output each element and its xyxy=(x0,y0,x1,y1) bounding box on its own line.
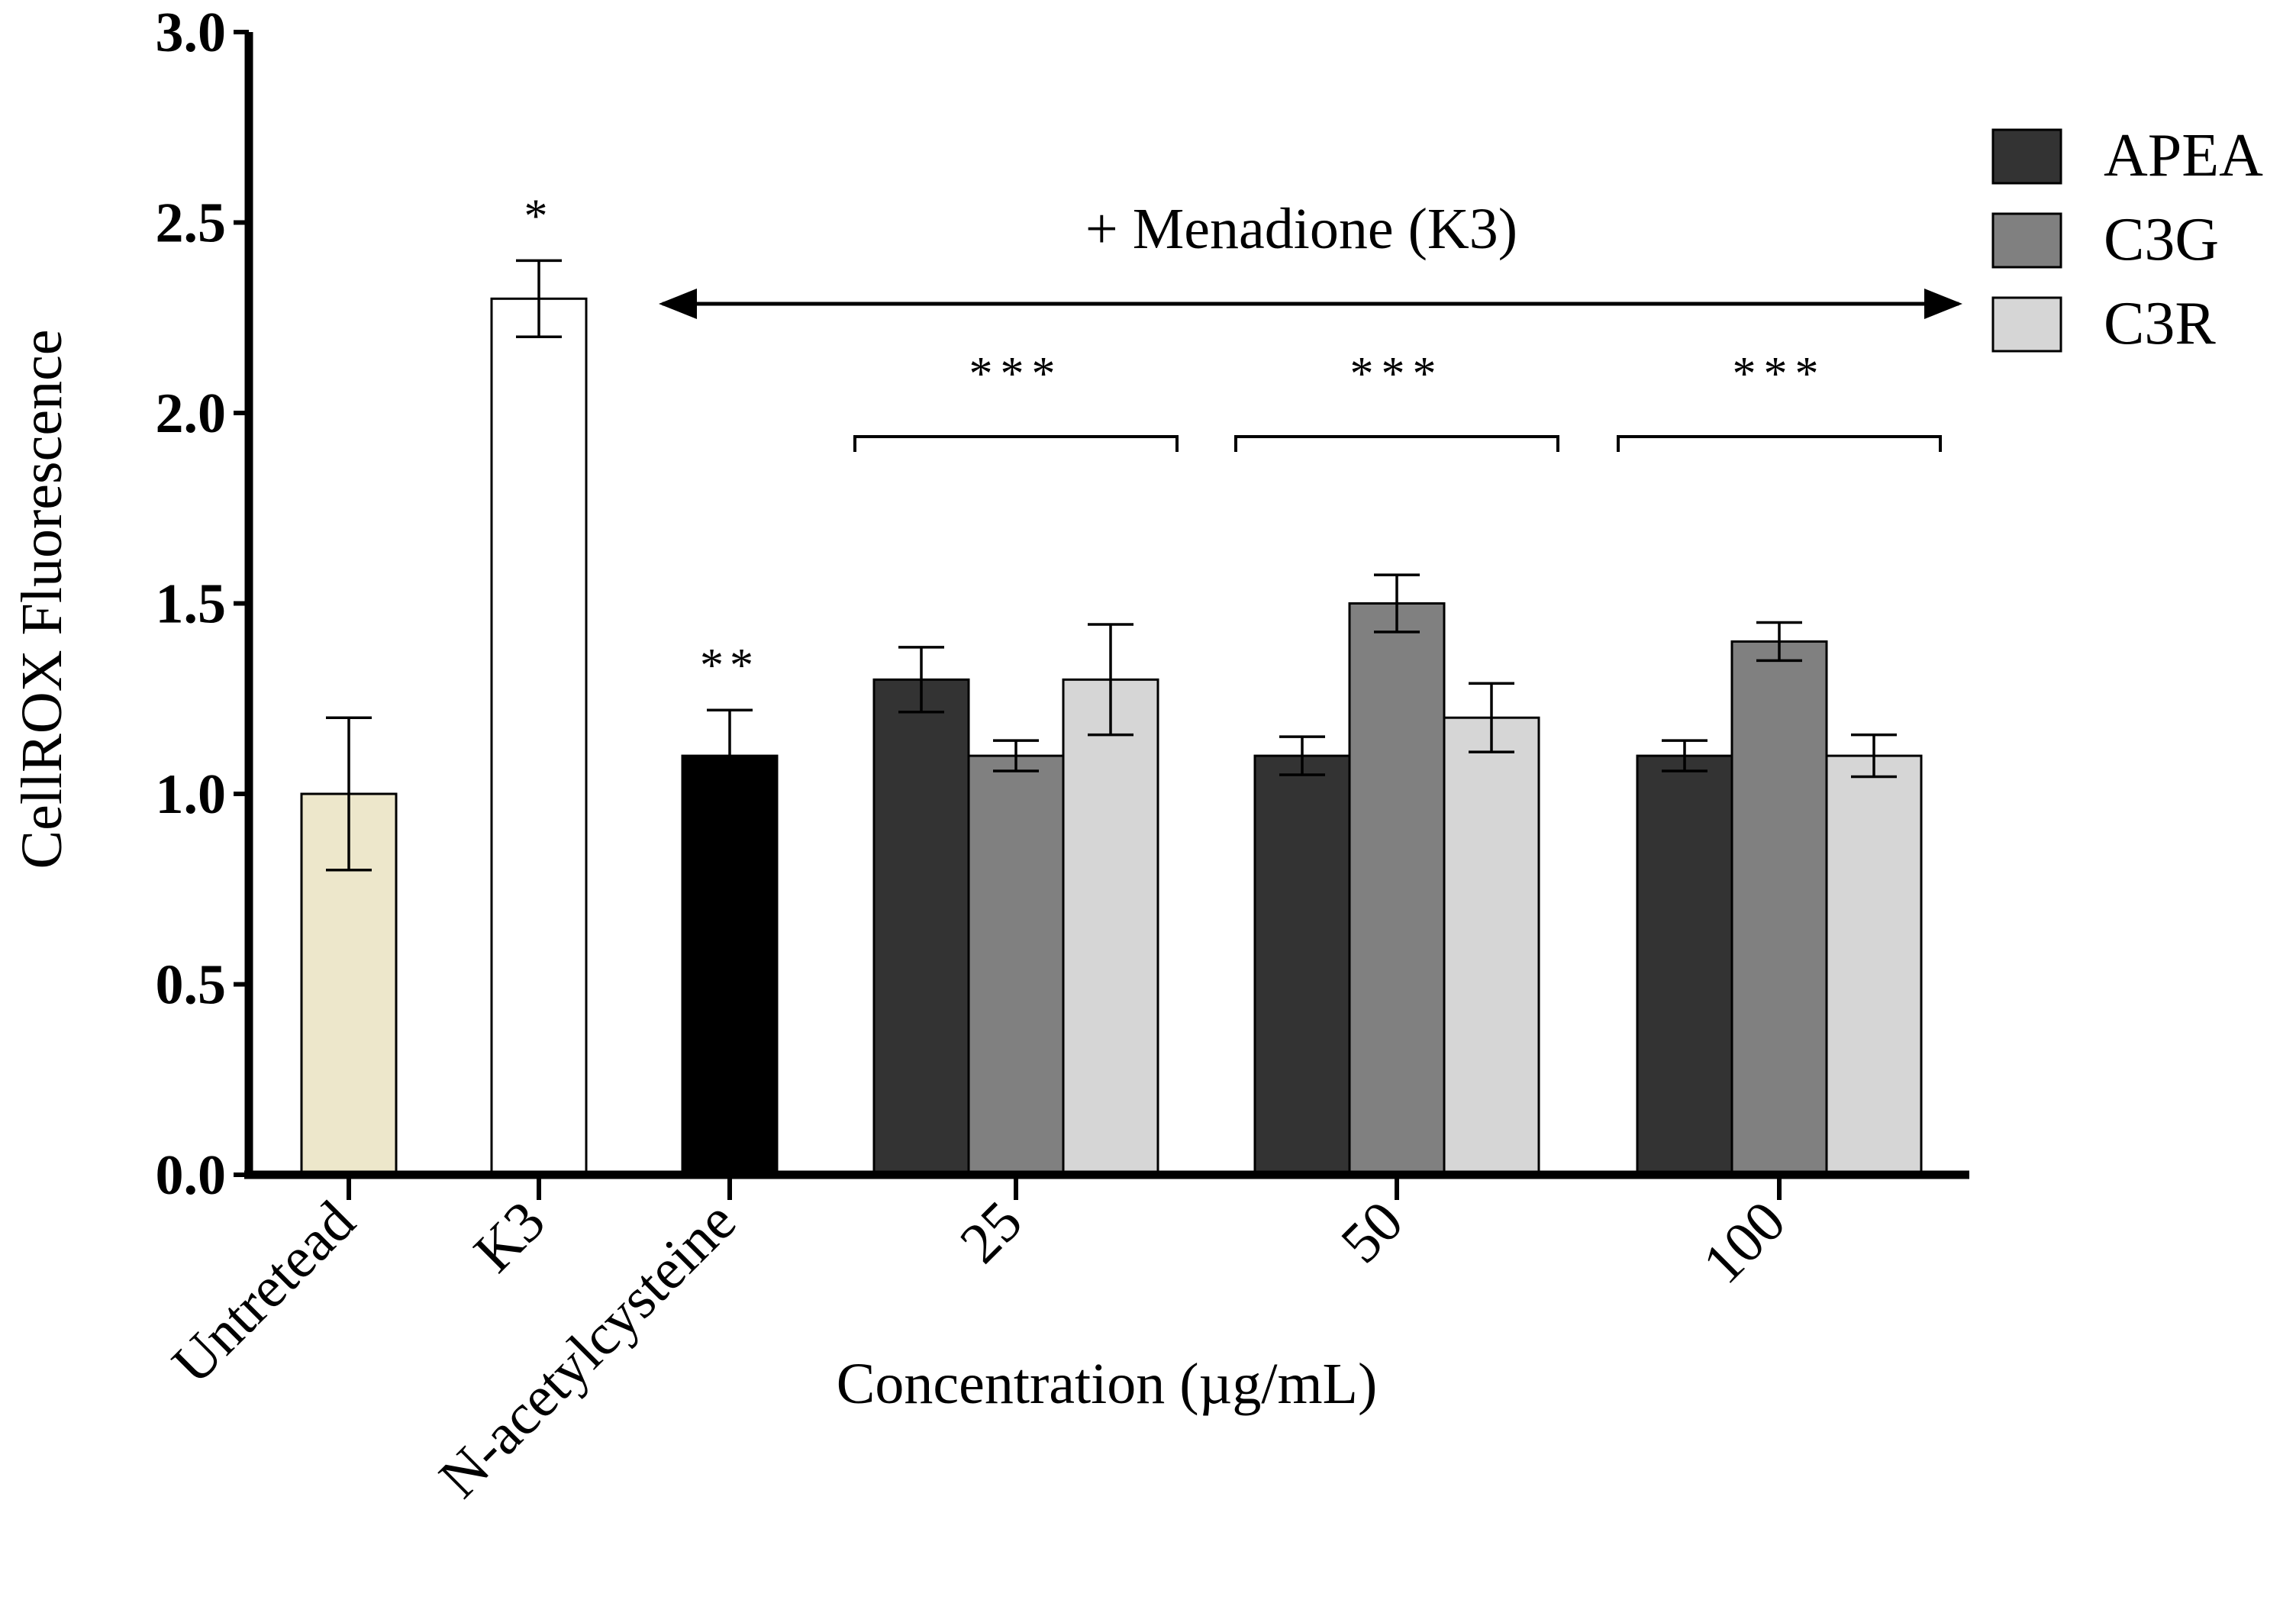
y-tick-label: 2.0 xyxy=(156,382,227,445)
bar-c3r-100 xyxy=(1825,754,1923,1176)
significance-label: ** xyxy=(700,640,759,692)
bar-k3 xyxy=(490,297,588,1176)
legend-swatch-apea xyxy=(1991,128,2062,185)
bar-n-acetylcysteine xyxy=(681,754,779,1176)
legend-label-c3r: C3R xyxy=(2104,290,2216,357)
y-tick-label: 0.0 xyxy=(156,1144,227,1207)
legend-swatch-c3g xyxy=(1991,212,2062,269)
x-tick-label: K3 xyxy=(462,1189,557,1285)
significance-label: *** xyxy=(969,348,1063,400)
significance-label: * xyxy=(524,190,554,242)
bar-c3g-25 xyxy=(967,754,1065,1176)
bar-apea-100 xyxy=(1636,754,1733,1176)
x-tick-label: 50 xyxy=(1329,1189,1415,1276)
significance-label: *** xyxy=(1733,348,1827,400)
significance-bracket xyxy=(853,435,1179,452)
legend-label-c3g: C3G xyxy=(2104,206,2219,273)
legend-label-apea: APEA xyxy=(2104,122,2263,189)
bar-apea-25 xyxy=(872,678,970,1176)
y-tick-label: 1.5 xyxy=(156,573,227,636)
significance-bracket xyxy=(1617,435,1942,452)
x-axis-label: Concentration (µg/mL) xyxy=(837,1352,1378,1416)
y-axis-label: CellROX Fluorescence xyxy=(10,329,74,869)
menadione-label: + Menadione (K3) xyxy=(1085,197,1517,261)
y-tick-label: 1.0 xyxy=(156,763,227,826)
y-tick-label: 2.5 xyxy=(156,192,227,255)
legend-swatch-c3r xyxy=(1991,296,2062,353)
bar-c3g-50 xyxy=(1348,602,1446,1176)
bar-c3r-25 xyxy=(1062,678,1159,1176)
x-tick-label: 25 xyxy=(948,1189,1034,1276)
significance-label: *** xyxy=(1350,348,1444,400)
bar-apea-50 xyxy=(1253,754,1351,1176)
significance-bracket xyxy=(1234,435,1559,452)
bar-c3r-50 xyxy=(1443,716,1540,1176)
y-tick-label: 0.5 xyxy=(156,954,227,1017)
bar-c3g-100 xyxy=(1730,640,1828,1176)
x-tick-label: 100 xyxy=(1691,1189,1798,1296)
x-tick-label: Untretead xyxy=(160,1189,367,1396)
y-tick-label: 3.0 xyxy=(156,2,227,64)
